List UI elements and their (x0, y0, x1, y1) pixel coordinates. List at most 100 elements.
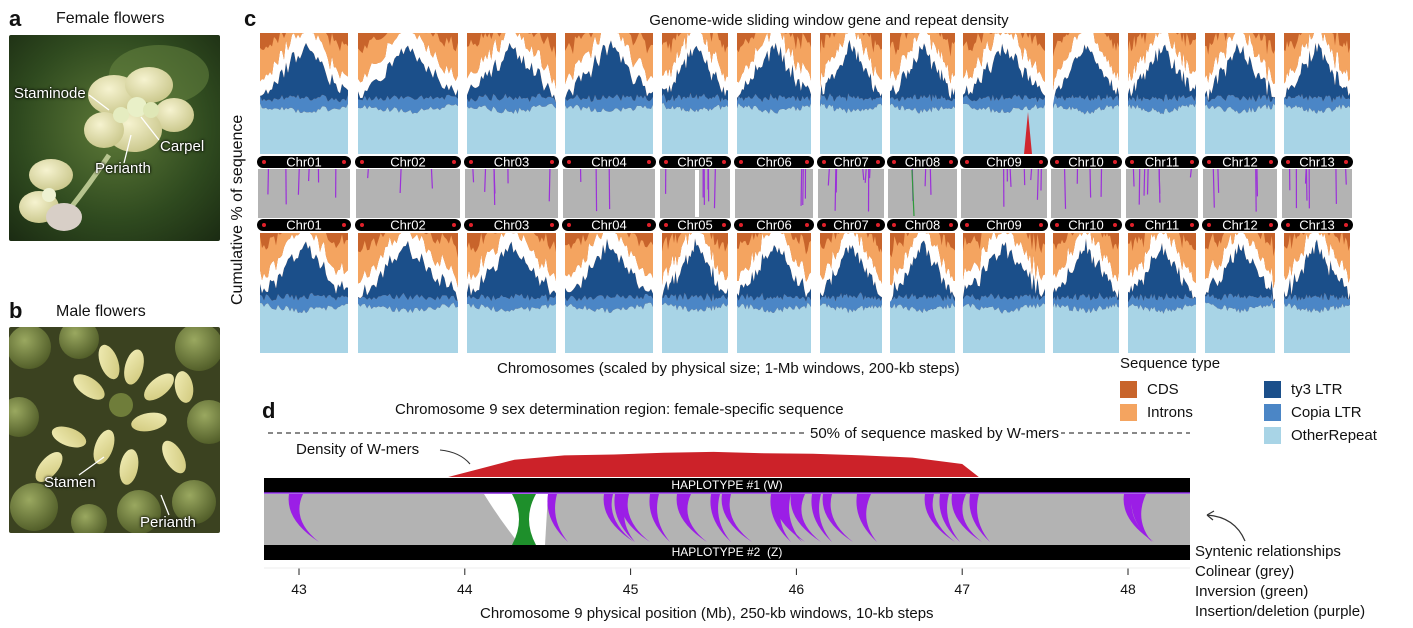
gap-area (1205, 233, 1275, 301)
x-tick-48: 48 (1120, 568, 1136, 597)
chrom-bar-bottom-Chr07: Chr07 (817, 218, 885, 233)
synteny-band-Chr11 (1126, 168, 1198, 218)
chrom-bar-top-Chr05: Chr05 (659, 155, 731, 170)
chrom-label: Chr12 (1222, 218, 1257, 233)
gap-area (565, 33, 653, 99)
otherrepeat-area (565, 302, 653, 353)
introns-area (260, 33, 348, 82)
chr09-wmer-spike (1024, 112, 1032, 154)
copia-ltr-area (1053, 292, 1119, 314)
gap-area (890, 233, 955, 302)
synteny-band-Chr13 (1282, 168, 1352, 218)
copia-ltr-area (565, 293, 653, 313)
chrom-bar-bottom-Chr10: Chr10 (1050, 218, 1122, 233)
indel-wedge (547, 494, 568, 542)
svg-text:45: 45 (623, 581, 639, 597)
legend-item-cds: CDS (1120, 378, 1260, 401)
density-bottom-Chr06 (737, 233, 811, 353)
chrom-label: Chr03 (494, 155, 529, 170)
synteny-colinear: Colinear (grey) (1195, 563, 1295, 580)
ty3-ltr-area (963, 241, 1045, 301)
haplotype-2-label: HAPLOTYPE #2 (Z) (671, 545, 783, 559)
chrom-label: Chr10 (1068, 218, 1103, 233)
panel-a-pointer-lines (88, 94, 160, 164)
ty3-ltr-area (467, 241, 556, 302)
x-tick-44: 44 (457, 568, 473, 597)
chrom-bar-bottom-Chr09: Chr09 (960, 218, 1048, 233)
introns-area (358, 33, 458, 83)
indel-wedge (781, 494, 802, 542)
density-top-Chr07 (820, 33, 882, 154)
x-tick-45: 45 (623, 568, 639, 597)
copia-ltr-area (1284, 292, 1350, 313)
chrom-label: Chr09 (986, 218, 1021, 233)
copia-ltr-area (467, 293, 556, 312)
copia-ltr-area (662, 292, 728, 312)
ty3-ltr-area (890, 43, 955, 102)
legend-item-copia: Copia LTR (1264, 401, 1412, 424)
synteny-band-Chr06 (735, 168, 813, 218)
introns-area (1284, 33, 1350, 84)
staminode-label: Staminode (14, 85, 86, 102)
ty3-ltr-area (1205, 43, 1275, 102)
introns-area (565, 33, 653, 85)
legend-item-introns: Introns (1120, 401, 1260, 424)
ty3-ltr-area (662, 238, 728, 302)
indel-wedge (603, 494, 634, 542)
ty3-ltr-area (358, 240, 458, 303)
copia-ltr-area (1128, 94, 1196, 115)
density-bottom-Chr05 (662, 233, 728, 353)
indel-wedge (822, 494, 853, 542)
otherrepeat-area (467, 103, 556, 154)
gap-area (1205, 33, 1275, 101)
indel-wedge (811, 494, 832, 542)
haplotype-1-bar (264, 478, 1190, 493)
introns-area (467, 33, 556, 89)
chrom-bar-bottom-Chr05: Chr05 (659, 218, 731, 233)
chr05-gap (695, 170, 699, 217)
introns-area (737, 33, 811, 83)
gap-area (820, 233, 882, 298)
chrom-label: Chr06 (756, 155, 791, 170)
introns-area (1205, 33, 1275, 84)
gap-area (1128, 33, 1196, 97)
chrom-bar-bottom-Chr12: Chr12 (1202, 218, 1278, 233)
synteny-pointer-arrow (1206, 510, 1246, 542)
otherrepeat-area (358, 302, 458, 353)
chrom-bar-bottom-Chr08: Chr08 (887, 218, 958, 233)
synteny-band-Chr07 (818, 168, 884, 218)
indel-wedge (951, 494, 982, 542)
copia-ltr-area (963, 293, 1045, 314)
ty3-ltr-area (1284, 239, 1350, 301)
copia-ltr-area (1284, 93, 1350, 114)
perianth-label-a: Perianth (95, 160, 151, 177)
gap-area (737, 33, 811, 98)
otherrepeat-area (820, 103, 882, 154)
density-bottom-Chr10 (1053, 233, 1119, 353)
introns-swatch (1120, 404, 1137, 421)
otherrepeat-area (890, 103, 955, 154)
introns-area (260, 233, 348, 281)
density-top-Chr04 (565, 33, 653, 154)
copia-ltr-area (358, 94, 458, 114)
copia-ltr-area (737, 93, 811, 114)
density-top-Chr12 (1205, 33, 1275, 154)
gap-area (662, 233, 728, 298)
ty3-ltr-area (1128, 242, 1196, 303)
gap-area (1284, 33, 1350, 98)
copia-ltr-area (1053, 94, 1119, 115)
sex-determination-region-chart: 43 44 45 46 47 48 (264, 432, 1190, 597)
introns-area (1205, 233, 1275, 289)
otherrepeat-area (1053, 103, 1119, 154)
copia-ltr-area (1205, 94, 1275, 114)
otherrepeat-area (467, 303, 556, 353)
introns-area (662, 233, 728, 286)
synteny-indel: Insertion/deletion (purple) (1195, 603, 1366, 620)
svg-text:43: 43 (291, 581, 307, 597)
introns-area (1128, 33, 1196, 82)
haplotype-2-bar (264, 545, 1190, 560)
density-top-Chr05 (662, 33, 728, 154)
chrom-label: Chr09 (986, 155, 1021, 170)
chrom-bar-top-Chr10: Chr10 (1050, 155, 1122, 170)
chrom-label: Chr04 (591, 155, 626, 170)
